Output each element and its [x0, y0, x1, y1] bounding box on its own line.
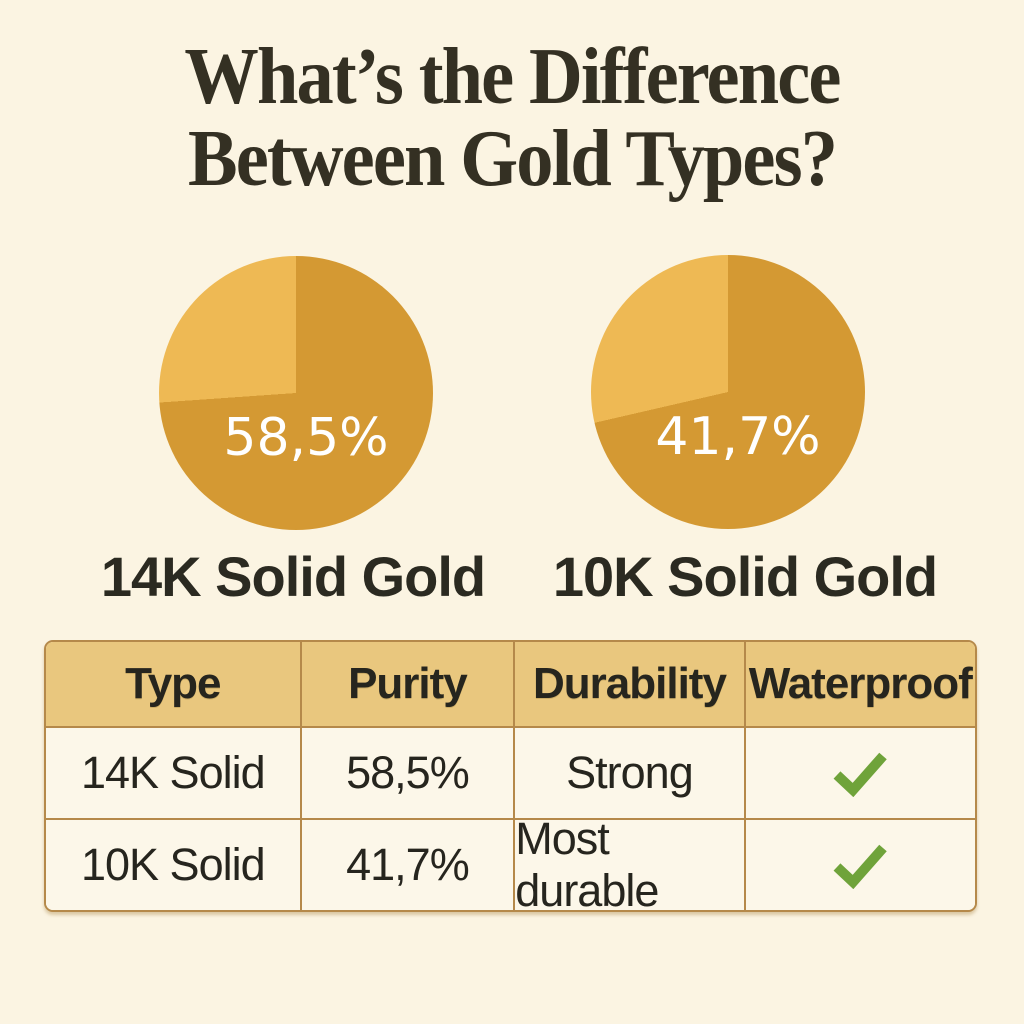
cell-waterproof-10k	[743, 820, 975, 910]
pie-value-label-14k: 58,5%	[223, 408, 389, 468]
comparison-table: Type Purity Durability Waterproof 14K So…	[44, 640, 977, 912]
col-header-waterproof: Waterproof	[743, 642, 975, 726]
cell-durability-10k: Most durable	[513, 813, 744, 910]
col-header-purity: Purity	[299, 642, 514, 726]
table-row: 10K Solid 41,7% Most durable	[46, 813, 975, 910]
page-title: What’s the Difference Between Gold Types…	[36, 36, 988, 200]
col-header-type: Type	[46, 642, 300, 726]
col-header-durability: Durability	[513, 642, 744, 726]
pie-chart-10k: 41,7%	[591, 255, 865, 529]
pie-caption-10k: 10K Solid Gold	[552, 545, 938, 608]
cell-durability-14k: Strong	[513, 728, 744, 818]
title-line-2: Between Gold Types?	[187, 115, 838, 203]
checkmark-icon	[833, 752, 888, 797]
cell-type-10k: 10K Solid	[46, 820, 300, 910]
cell-purity-14k: 58,5%	[299, 728, 514, 818]
cell-purity-10k: 41,7%	[299, 820, 514, 910]
table-row: 14K Solid 58,5% Strong	[46, 726, 975, 818]
checkmark-icon	[833, 844, 888, 889]
title-line-1: What’s the Difference	[184, 33, 841, 121]
pie-chart-14k: 58,5%	[159, 256, 433, 530]
cell-waterproof-14k	[743, 728, 975, 818]
cell-type-14k: 14K Solid	[46, 728, 300, 818]
table-header-row: Type Purity Durability Waterproof	[46, 642, 975, 726]
pie-caption-14k: 14K Solid Gold	[100, 545, 486, 608]
pie-value-label-10k: 41,7%	[655, 407, 821, 467]
